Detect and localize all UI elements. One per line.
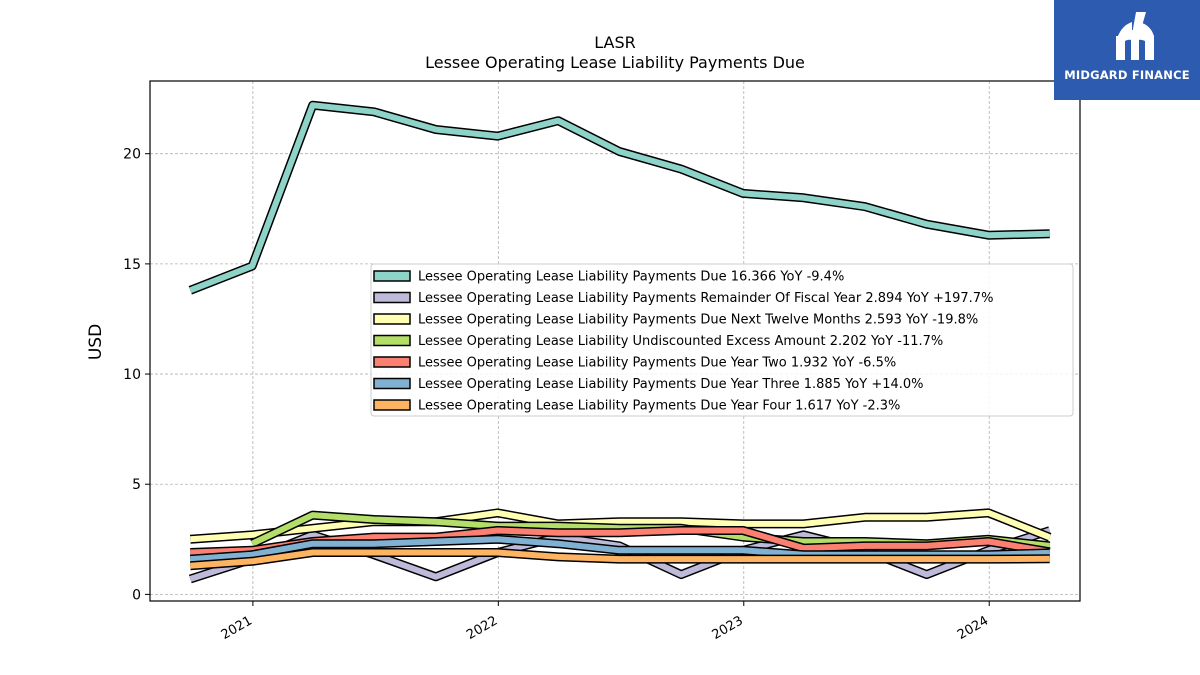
y-tick-label: 15 xyxy=(123,257,141,273)
legend-swatch xyxy=(373,291,411,304)
series-line-1 xyxy=(189,102,1050,294)
series-outline xyxy=(188,100,1050,295)
y-tick-label: 0 xyxy=(132,587,141,603)
legend-swatch xyxy=(373,399,411,411)
y-axis: 0 5 10 15 20 xyxy=(123,147,150,603)
legend-swatch xyxy=(373,377,411,390)
y-tick-label: 20 xyxy=(123,147,141,163)
x-axis: 2021 2022 2023 2024 xyxy=(219,601,991,643)
series-line-7 xyxy=(190,549,1050,569)
legend-entry: Lessee Operating Lease Liability Payment… xyxy=(418,313,978,328)
chart-ticker: LASR xyxy=(594,33,636,52)
legend-entry: Lessee Operating Lease Liability Payment… xyxy=(418,270,844,285)
x-tick-label: 2024 xyxy=(955,613,991,643)
legend-entry: Lessee Operating Lease Liability Undisco… xyxy=(418,334,943,349)
x-tick-label: 2022 xyxy=(464,613,500,643)
logo-mark-icon xyxy=(1116,12,1154,60)
legend-entry: Lessee Operating Lease Liability Payment… xyxy=(418,356,896,371)
x-tick-label: 2021 xyxy=(219,613,255,643)
legend-swatch xyxy=(373,334,411,347)
y-tick-label: 10 xyxy=(123,367,141,383)
brand-logo: MIDGARD FINANCE xyxy=(1054,0,1200,100)
legend-swatch xyxy=(373,313,411,325)
series-line-3 xyxy=(190,509,1051,543)
y-tick-label: 5 xyxy=(132,477,141,493)
legend-box xyxy=(370,263,1074,417)
y-axis-label: USD xyxy=(86,324,106,360)
legend-swatch xyxy=(373,270,411,282)
series-lines xyxy=(188,100,1052,584)
legend-entry: Lessee Operating Lease Liability Payment… xyxy=(418,377,924,392)
legend-entry: Lessee Operating Lease Liability Payment… xyxy=(418,291,993,306)
plot-frame xyxy=(149,80,1081,602)
legend-entry: Lessee Operating Lease Liability Payment… xyxy=(418,399,900,414)
legend-swatch xyxy=(373,356,411,368)
brand-name: MIDGARD FINANCE xyxy=(1064,68,1190,82)
legend: Lessee Operating Lease Liability Payment… xyxy=(370,263,1074,417)
chart-title: Lessee Operating Lease Liability Payment… xyxy=(425,53,805,72)
x-tick-label: 2023 xyxy=(710,613,746,643)
